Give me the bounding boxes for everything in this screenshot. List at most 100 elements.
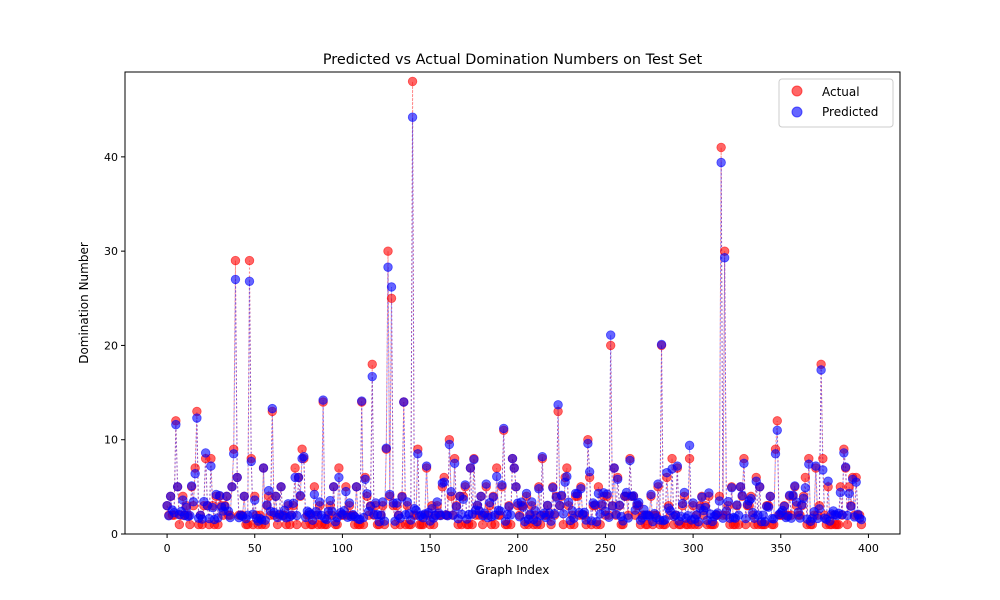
predicted-point bbox=[207, 502, 218, 513]
actual-point bbox=[383, 246, 393, 256]
predicted-point bbox=[383, 262, 393, 272]
actual-point bbox=[562, 463, 572, 473]
predicted-point bbox=[295, 490, 306, 501]
actual-point bbox=[292, 519, 302, 530]
predicted-point bbox=[693, 517, 704, 527]
predicted-point bbox=[439, 477, 449, 487]
predicted-point bbox=[726, 483, 737, 493]
predicted-series bbox=[162, 112, 867, 527]
y-axis-label: Domination Number bbox=[77, 242, 91, 364]
predicted-point bbox=[628, 491, 639, 501]
predicted-point bbox=[672, 461, 683, 471]
predicted-point bbox=[492, 471, 502, 482]
predicted-point bbox=[341, 486, 351, 497]
y-axis: 0 10 20 30 40 bbox=[104, 151, 125, 541]
x-axis: 0 50 100 150 200 250 300 350 400 bbox=[164, 534, 879, 555]
x-tick-label: 100 bbox=[332, 542, 353, 555]
predicted-point bbox=[293, 472, 304, 483]
predicted-point bbox=[556, 490, 567, 501]
actual-point bbox=[407, 76, 418, 87]
actual-point bbox=[244, 255, 255, 266]
predicted-point bbox=[790, 481, 800, 491]
predicted-point bbox=[741, 513, 751, 524]
predicted-point bbox=[230, 274, 241, 285]
predicted-point bbox=[309, 489, 320, 500]
legend-frame bbox=[778, 78, 894, 128]
predicted-point bbox=[534, 484, 544, 494]
predicted-point bbox=[221, 491, 232, 501]
predicted-point bbox=[413, 449, 423, 459]
predicted-point bbox=[321, 514, 332, 525]
predicted-point bbox=[460, 480, 470, 490]
predicted-point bbox=[735, 482, 746, 492]
predicted-point bbox=[583, 438, 593, 449]
y-tick-label: 0 bbox=[111, 528, 118, 541]
predicted-point bbox=[451, 502, 462, 512]
x-axis-label: Graph Index bbox=[476, 563, 550, 577]
x-tick-label: 300 bbox=[683, 542, 704, 555]
predicted-point bbox=[697, 492, 707, 502]
predicted-point bbox=[276, 482, 286, 492]
x-tick-label: 50 bbox=[248, 542, 262, 555]
actual-point bbox=[490, 519, 500, 530]
x-tick-label: 350 bbox=[770, 542, 791, 555]
predicted-point bbox=[172, 482, 183, 492]
predicted-point bbox=[504, 502, 514, 512]
predicted-point bbox=[591, 517, 602, 527]
predicted-point bbox=[739, 458, 749, 468]
predicted-point bbox=[446, 486, 456, 497]
y-tick-label: 20 bbox=[104, 339, 118, 352]
plot-frame bbox=[124, 71, 901, 535]
actual-point bbox=[605, 340, 616, 351]
predicted-point bbox=[244, 276, 255, 287]
legend-label-predicted: Predicted bbox=[822, 105, 878, 119]
predicted-point bbox=[344, 498, 355, 508]
predicted-point bbox=[509, 463, 519, 473]
predicted-point bbox=[328, 482, 339, 492]
predicted-point bbox=[229, 449, 239, 459]
predicted-point bbox=[458, 494, 469, 505]
predicted-point bbox=[558, 509, 569, 519]
predicted-point bbox=[818, 465, 828, 475]
predicted-point bbox=[602, 489, 612, 499]
predicted-point bbox=[200, 448, 211, 458]
predicted-point bbox=[271, 491, 281, 501]
predicted-point bbox=[546, 516, 556, 526]
predicted-point bbox=[378, 497, 388, 507]
predicted-point bbox=[506, 510, 516, 520]
predicted-point bbox=[267, 403, 277, 414]
predicted-point bbox=[334, 472, 344, 483]
legend-label-actual: Actual bbox=[822, 85, 860, 99]
actual-point bbox=[290, 463, 300, 473]
predicted-point bbox=[840, 462, 851, 472]
predicted-point bbox=[846, 501, 856, 512]
predicted-point bbox=[507, 453, 518, 464]
predicted-point bbox=[392, 498, 402, 508]
actual-point bbox=[230, 255, 241, 266]
predicted-point bbox=[704, 488, 714, 498]
predicted-point bbox=[381, 443, 391, 453]
predicted-point bbox=[357, 396, 367, 406]
legend: Actual Predicted bbox=[778, 78, 894, 128]
predicted-point bbox=[476, 491, 486, 501]
predicted-point bbox=[537, 451, 548, 462]
predicted-point bbox=[625, 455, 635, 466]
x-tick-label: 150 bbox=[420, 542, 441, 555]
predicted-point bbox=[227, 482, 237, 492]
predicted-point bbox=[576, 484, 586, 494]
predicted-point bbox=[653, 479, 663, 489]
predicted-point bbox=[548, 483, 558, 493]
predicted-point bbox=[623, 513, 633, 523]
predicted-point bbox=[835, 487, 846, 498]
predicted-point bbox=[646, 489, 656, 500]
actual-point bbox=[716, 142, 726, 153]
legend-marker-actual bbox=[791, 85, 803, 97]
actual-point bbox=[800, 472, 811, 483]
x-tick-label: 250 bbox=[595, 542, 616, 555]
x-tick-label: 200 bbox=[507, 542, 528, 555]
predicted-point bbox=[325, 495, 335, 506]
predicted-point bbox=[497, 480, 507, 490]
plot-area bbox=[124, 71, 901, 535]
actual-point bbox=[492, 463, 502, 473]
predicted-point bbox=[511, 482, 521, 492]
